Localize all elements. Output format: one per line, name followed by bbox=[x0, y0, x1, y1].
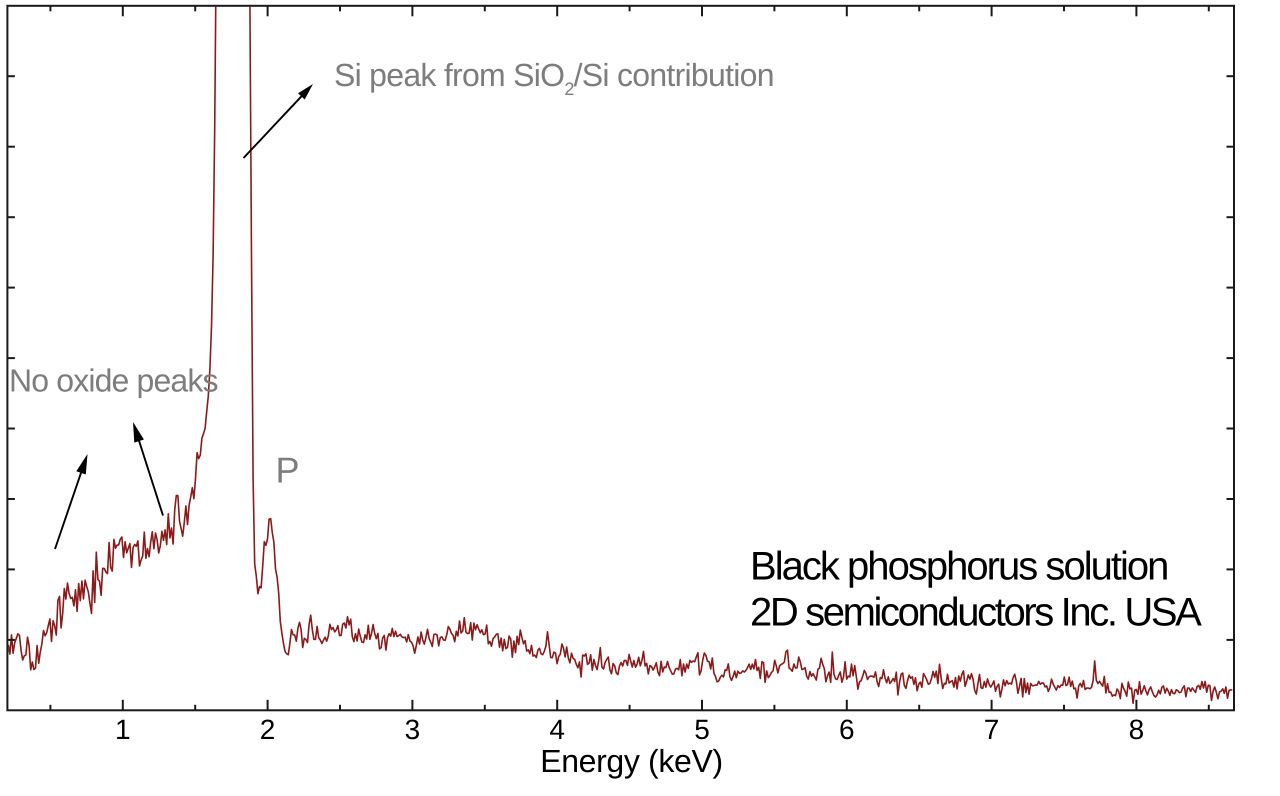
svg-text:5: 5 bbox=[694, 714, 710, 745]
svg-text:1: 1 bbox=[115, 714, 131, 745]
svg-text:3: 3 bbox=[405, 714, 421, 745]
svg-text:No oxide peaks: No oxide peaks bbox=[9, 363, 218, 399]
svg-text:4: 4 bbox=[549, 714, 565, 745]
svg-text:Black phosphorus solution: Black phosphorus solution bbox=[750, 545, 1167, 589]
svg-text:Energy (keV): Energy (keV) bbox=[540, 743, 723, 779]
svg-text:2D semiconductors Inc. USA: 2D semiconductors Inc. USA bbox=[750, 591, 1202, 635]
svg-text:8: 8 bbox=[1129, 714, 1145, 745]
svg-text:Si peak from SiO2/Si contribut: Si peak from SiO2/Si contribution bbox=[334, 57, 774, 99]
svg-text:2: 2 bbox=[260, 714, 276, 745]
svg-text:P: P bbox=[276, 449, 300, 490]
svg-text:7: 7 bbox=[984, 714, 1000, 745]
svg-text:6: 6 bbox=[839, 714, 855, 745]
